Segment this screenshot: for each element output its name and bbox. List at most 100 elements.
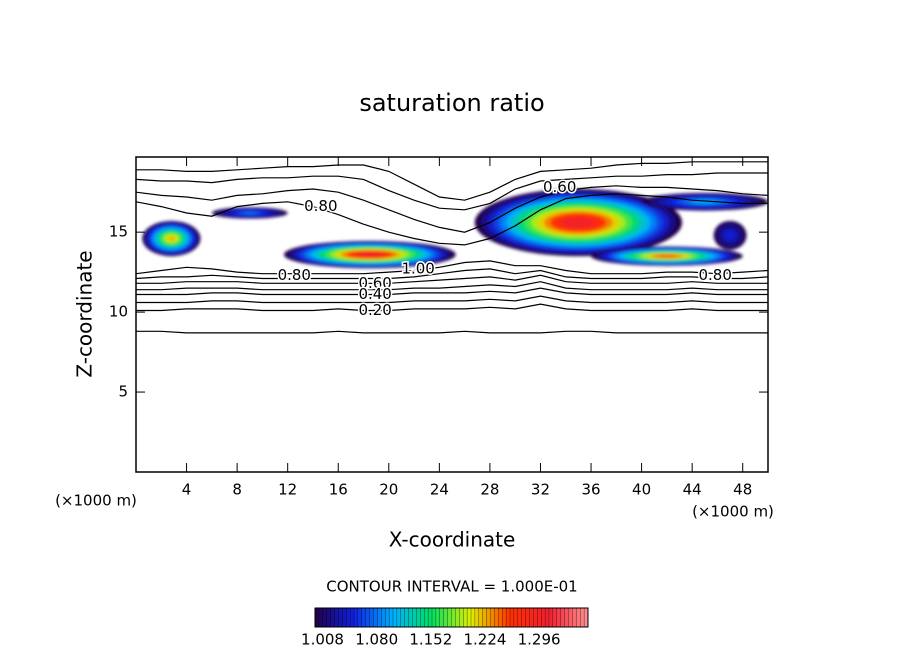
colorbar-cell: [330, 607, 335, 628]
colorbar-cell: [525, 607, 530, 628]
colorbar-cell: [548, 607, 554, 628]
colorbar-cell: [556, 607, 562, 628]
contour-line: [136, 281, 768, 291]
x-tick-label: 48: [733, 481, 752, 499]
colorbar-cell: [346, 607, 351, 628]
colorbar-cell: [361, 607, 367, 628]
supersaturated-region: [356, 252, 383, 257]
y-axis-label: Z-coordinate: [73, 250, 97, 377]
colorbar: 1.008 1.080 1.152 1.224 1.296: [301, 607, 589, 649]
colorbar-cell: [533, 607, 538, 628]
colorbar-cell: [576, 607, 581, 628]
colorbar-cell: [338, 607, 343, 628]
contour-label: 0.60: [543, 178, 576, 196]
regions: [142, 188, 768, 269]
contour-line: [136, 260, 768, 275]
colorbar-cell: [490, 607, 495, 628]
contour-lines: [136, 161, 768, 334]
colorbar-cell: [431, 607, 437, 628]
supersaturated-region: [244, 212, 256, 214]
colorbar-cell: [439, 607, 445, 628]
colorbar-cell: [552, 607, 558, 628]
supersaturated-region: [655, 254, 679, 258]
colorbar-cell: [572, 607, 577, 628]
y-tick-label: 5: [118, 383, 128, 401]
colorbar-cell: [505, 607, 511, 628]
supersaturated-region: [727, 233, 733, 238]
colorbar-cell: [334, 607, 339, 628]
colorbar-cell: [486, 607, 491, 628]
x-tick-label: 24: [430, 481, 449, 499]
colorbar-cell: [541, 607, 546, 628]
contour-line: [136, 185, 768, 233]
x-tick-label: 44: [683, 481, 702, 499]
chart-title: saturation ratio: [359, 89, 544, 117]
contour-line: [136, 172, 768, 211]
colorbar-cell: [517, 607, 523, 628]
colorbar-cell: [385, 607, 390, 628]
x-tick-label: 16: [329, 481, 348, 499]
colorbar-cell: [353, 607, 359, 628]
contour-label: 1.00: [401, 259, 434, 277]
colorbar-cell: [416, 607, 421, 628]
contour-line: [136, 330, 768, 334]
colorbar-cell: [466, 607, 472, 628]
colorbar-cell: [474, 607, 480, 628]
y-tick-label: 15: [109, 223, 128, 241]
colorbar-cell: [420, 607, 425, 628]
colorbar-cell: [537, 607, 542, 628]
contour-label: 0.60: [358, 274, 391, 292]
colorbar-cell: [435, 607, 441, 628]
contour-line: [136, 193, 768, 246]
colorbar-tick-label: 1.152: [409, 631, 452, 649]
colorbar-frame: [314, 607, 589, 628]
colorbar-tick-label: 1.080: [355, 631, 398, 649]
colorbar-cell: [443, 607, 449, 628]
x-tick-label: 4: [182, 481, 192, 499]
colorbar-cell: [544, 607, 550, 628]
colorbar-cell: [412, 607, 417, 628]
colorbar-cell: [529, 607, 534, 628]
y-tick-label: 10: [109, 303, 128, 321]
x-tick-label: 32: [531, 481, 550, 499]
colorbar-cell: [447, 607, 452, 628]
contour-line: [136, 287, 768, 296]
colorbar-cell: [349, 607, 355, 628]
colorbar-cell: [564, 607, 569, 628]
contour-line: [136, 303, 768, 312]
y-unit-label: (×1000 m): [55, 492, 137, 510]
colorbar-cell: [392, 607, 398, 628]
colorbar-cell: [494, 607, 499, 628]
colorbar-cell: [318, 607, 324, 628]
colorbar-tick-label: 1.224: [463, 631, 506, 649]
colorbar-cell: [427, 607, 433, 628]
colorbar-cell: [396, 607, 402, 628]
colorbar-cell: [424, 607, 429, 628]
contour-line: [136, 161, 768, 201]
x-tick-label: 36: [581, 481, 600, 499]
colorbar-cell: [560, 607, 566, 628]
colorbar-cell: [365, 607, 371, 628]
x-tick-label: 40: [632, 481, 651, 499]
colorbar-cell: [478, 607, 484, 628]
colorbar-cell: [580, 607, 585, 628]
colorbar-cell: [357, 607, 363, 628]
colorbar-cell: [498, 607, 503, 628]
contour-label: 0.20: [358, 301, 391, 319]
colorbar-cell: [459, 607, 464, 628]
x-tick-label: 20: [379, 481, 398, 499]
colorbar-cell: [342, 607, 347, 628]
colorbar-cell: [521, 607, 527, 628]
colorbar-cell: [463, 607, 468, 628]
colorbar-tick-label: 1.008: [301, 631, 344, 649]
contour-label: 0.80: [698, 266, 731, 284]
contour-labels: 0.800.80 1.000.600.400.200.800.60: [276, 176, 733, 320]
colorbar-cell: [404, 607, 410, 628]
contour-label: 0.40: [358, 285, 391, 303]
colorbar-cell: [400, 607, 406, 628]
plot-frame: [135, 156, 769, 473]
colorbar-cell: [326, 607, 332, 628]
x-axis-label: X-coordinate: [389, 528, 516, 552]
